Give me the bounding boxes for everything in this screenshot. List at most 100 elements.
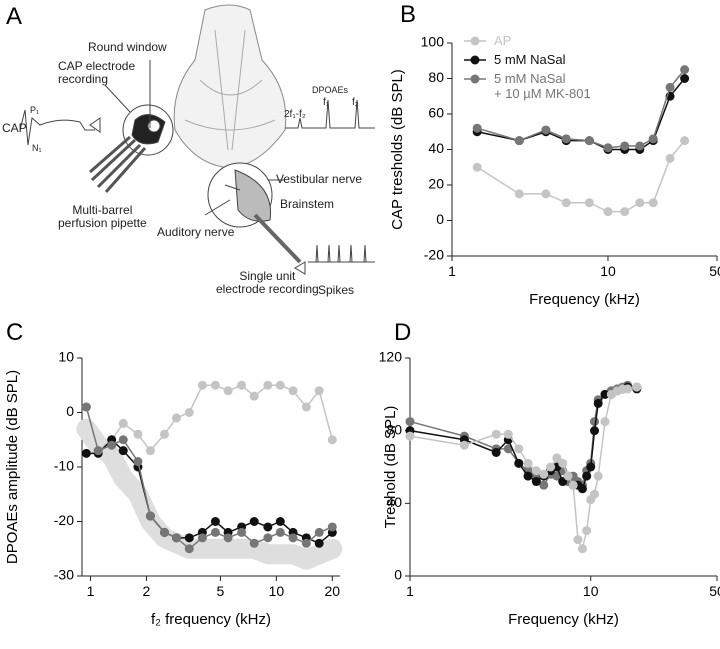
panel-letter: D [394, 319, 411, 346]
data-point [275, 380, 285, 390]
data-point [145, 511, 155, 521]
data-point [648, 134, 658, 144]
data-point [514, 189, 524, 199]
data-point [133, 429, 143, 439]
diagram-label: Single unit electrode recording [216, 269, 319, 296]
data-point [680, 74, 690, 83]
data-point [632, 382, 642, 392]
panel-letter: C [6, 319, 23, 346]
y-tick-label: 40 [386, 494, 402, 510]
data-point [568, 480, 578, 490]
data-point [197, 380, 207, 390]
legend-swatch [470, 74, 480, 84]
data-point [314, 386, 324, 396]
data-point [237, 527, 247, 537]
data-point [503, 429, 513, 439]
data-point [275, 517, 285, 526]
data-point [223, 533, 233, 543]
diagram-label: f₁ [323, 97, 330, 108]
diagram-label: f₂ [352, 97, 359, 108]
data-point [577, 484, 587, 494]
data-point [665, 82, 675, 92]
data-point [210, 517, 220, 526]
data-point [680, 65, 690, 75]
data-point [531, 477, 541, 487]
panel-letter: A [6, 3, 22, 30]
diagram-drawing [19, 4, 375, 275]
data-point [593, 398, 603, 408]
legend-entry: 5 mM NaSal + 10 µM MK-801 [494, 71, 591, 101]
x-axis-label: Frequency (kHz) [508, 611, 619, 628]
data-point [603, 143, 613, 153]
data-point [184, 408, 194, 417]
data-point [514, 444, 524, 454]
data-point [159, 429, 169, 439]
x-tick-label: 1 [448, 263, 456, 279]
data-point [590, 417, 600, 427]
data-point [184, 533, 194, 543]
data-point [620, 207, 630, 217]
data-point [405, 431, 415, 441]
data-point [620, 141, 630, 151]
legend-entry: 5 mM NaSal [494, 52, 566, 67]
y-tick-label: 80 [386, 421, 402, 437]
data-point [118, 418, 128, 428]
data-point [93, 446, 103, 456]
data-point [184, 544, 194, 554]
data-point [590, 426, 600, 436]
diagram-label: Vestibular nerve [276, 172, 363, 186]
x-tick-label: 50 [709, 263, 720, 279]
data-point [459, 440, 469, 450]
data-point [197, 533, 207, 543]
data-point [514, 458, 524, 468]
diagram-label: Brainstem [280, 197, 335, 211]
data-point [81, 402, 91, 412]
data-point [539, 469, 549, 479]
y-tick-label: 60 [428, 105, 444, 121]
data-point [263, 522, 273, 532]
diagram-label: CAP [2, 121, 27, 135]
data-point [171, 413, 181, 423]
data-point [552, 453, 562, 463]
data-point [590, 489, 600, 499]
data-point [327, 435, 337, 445]
y-axis-label: Treshold (dB SPL) [382, 406, 399, 529]
data-point [593, 471, 603, 481]
y-tick-label: -20 [54, 512, 74, 528]
data-point [314, 538, 324, 548]
y-tick-label: -30 [54, 567, 74, 583]
data-point [472, 162, 482, 172]
x-tick-label: 5 [217, 583, 225, 599]
data-point [491, 429, 501, 439]
data-point [665, 153, 675, 163]
y-tick-label: 20 [428, 176, 444, 192]
x-tick-label: 50 [709, 583, 720, 599]
x-tick-label: 10 [269, 583, 285, 599]
diagram-label: Round window [88, 40, 167, 54]
data-point [523, 458, 533, 468]
data-point [472, 123, 482, 133]
data-point [301, 402, 311, 412]
data-point [491, 447, 501, 457]
data-point [171, 533, 181, 543]
data-point [558, 458, 568, 468]
data-point [558, 477, 568, 487]
x-tick-label: 2 [143, 583, 151, 599]
data-point [288, 386, 298, 396]
data-point [635, 198, 645, 208]
data-point [275, 527, 285, 537]
x-axis-label: f₂ frequency (kHz) [151, 611, 271, 628]
x-axis-label: Frequency (kHz) [529, 291, 640, 308]
y-tick-label: 10 [58, 349, 74, 365]
data-point [603, 207, 613, 217]
data-point [133, 457, 143, 467]
x-tick-label: 1 [406, 583, 414, 599]
data-point [648, 198, 658, 208]
y-tick-label: 100 [421, 34, 445, 50]
y-tick-label: -20 [424, 247, 444, 263]
data-point [145, 446, 155, 456]
noise-floor-band [76, 418, 343, 570]
data-point [263, 533, 273, 543]
